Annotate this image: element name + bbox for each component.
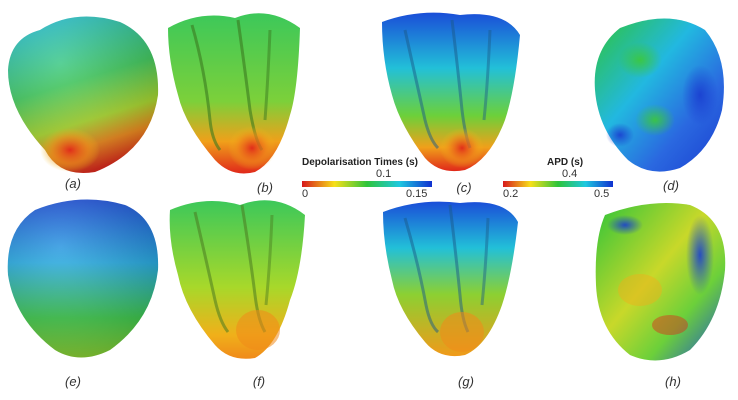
panel-label-d: (d) (663, 178, 679, 193)
heart-panel-a (8, 16, 159, 174)
heart-panel-c (382, 12, 520, 172)
depolarisation-colorbar-min: 0 (302, 188, 309, 200)
panel-label-g: (g) (458, 374, 474, 389)
heart-panel-d (594, 18, 724, 172)
apd-colorbar-mid: 0.4 (562, 168, 578, 180)
heart-panel-b (168, 13, 300, 174)
panel-label-c: (c) (456, 180, 472, 195)
depolarisation-colorbar-title: Depolarisation Times (s) (302, 157, 418, 168)
depolarisation-colorbar-mid: 0.1 (376, 168, 392, 180)
heart-panel-h (595, 202, 726, 361)
apd-colorbar-max: 0.5 (594, 188, 610, 200)
heart-panel-g (383, 201, 518, 357)
heart-panel-f (169, 200, 305, 359)
apd-colorbar-gradient (503, 181, 613, 187)
panel-label-h: (h) (665, 374, 681, 389)
panel-label-b: (b) (257, 180, 273, 195)
panel-label-a: (a) (65, 176, 81, 191)
panel-label-f: (f) (252, 374, 266, 389)
heart-panel-e (7, 199, 159, 358)
apd-colorbar-title: APD (s) (547, 157, 584, 168)
depolarisation-colorbar-gradient (302, 181, 432, 187)
apd-colorbar-min: 0.2 (503, 188, 519, 200)
panel-label-e: (e) (65, 374, 81, 389)
depolarisation-colorbar-max: 0.15 (406, 188, 428, 200)
